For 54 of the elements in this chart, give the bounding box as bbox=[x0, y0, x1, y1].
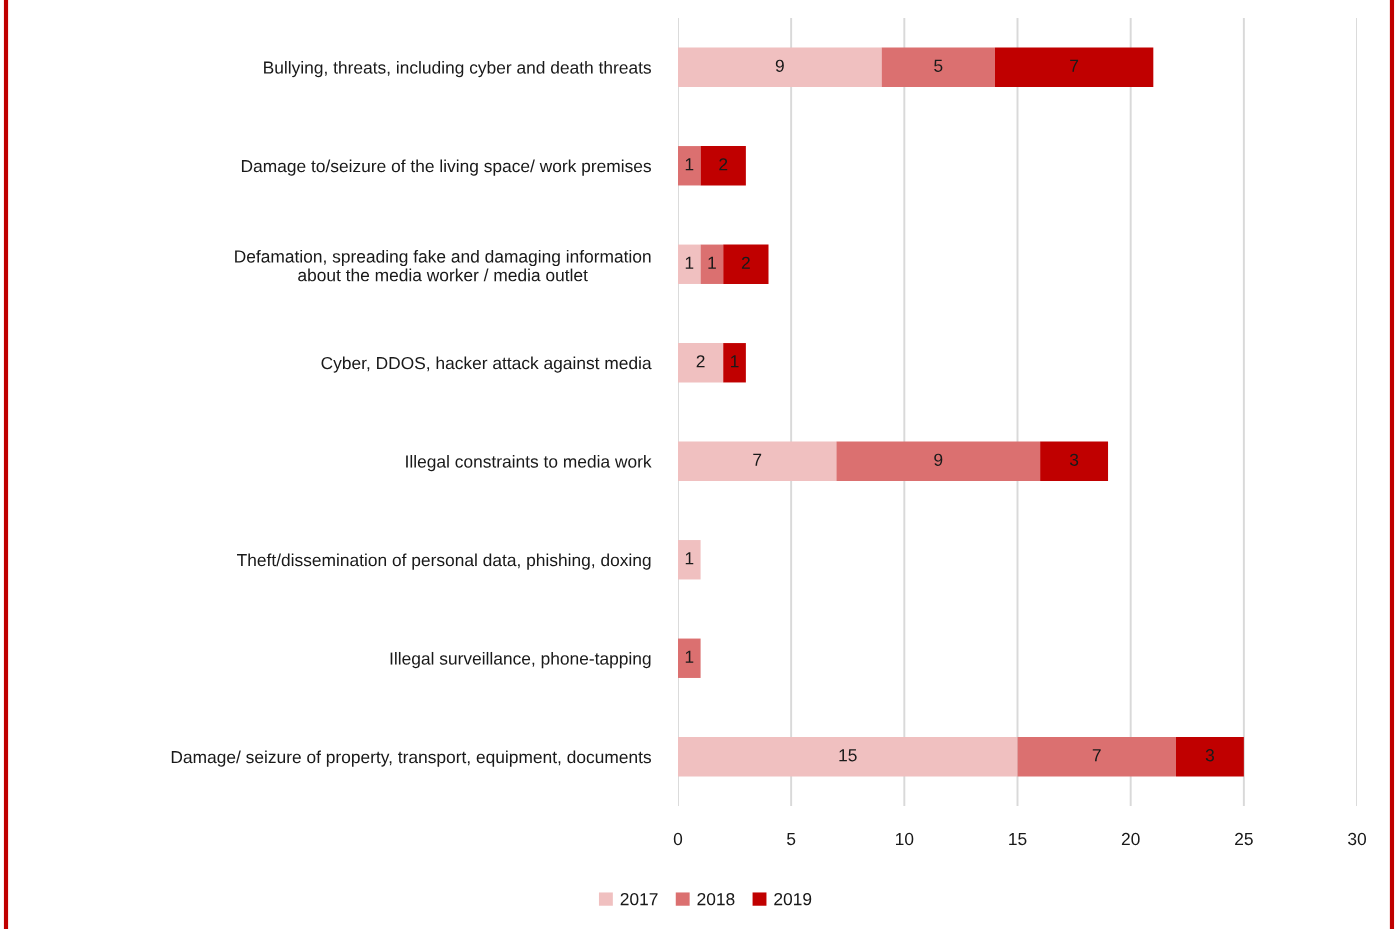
y-tick-label: Theft/dissemination of personal data, phishing, doxing bbox=[237, 553, 651, 570]
x-tick-label: 5 bbox=[787, 833, 796, 846]
bar bbox=[1040, 441, 1109, 481]
bar bbox=[700, 244, 724, 284]
legend-label: 2018 bbox=[697, 893, 735, 906]
legend-label: 2017 bbox=[620, 893, 658, 906]
y-tick-label: Bullying, threats, including cyber and death threats bbox=[264, 60, 651, 78]
y-tick-label: Damage to/seizure of the living space/ work premises bbox=[241, 159, 651, 176]
bar bbox=[1175, 737, 1244, 777]
y-tick-label: Illegal constraints to media work bbox=[406, 454, 652, 472]
data-label: 9 bbox=[934, 453, 943, 466]
data-label: 2 bbox=[696, 355, 705, 368]
data-label: 15 bbox=[839, 749, 857, 762]
x-tick-label: 25 bbox=[1235, 832, 1253, 846]
data-label: 3 bbox=[1069, 453, 1079, 466]
data-label: 1 bbox=[685, 158, 694, 171]
y-tick-label: Damage/ seizure of property, transport, equipment, documents bbox=[171, 750, 651, 767]
y-tick-label: Defamation, spreading fake and damaging information about the media worker / media outlet bbox=[235, 249, 651, 282]
data-label: 1 bbox=[685, 552, 694, 565]
bar bbox=[723, 244, 769, 284]
bar bbox=[677, 244, 701, 284]
y-tick-label: Cyber, DDOS, hacker attack against media bbox=[321, 356, 652, 373]
bar bbox=[1017, 737, 1176, 777]
x-tick-label: 20 bbox=[1121, 832, 1140, 846]
data-label: 7 bbox=[1092, 749, 1101, 762]
bar bbox=[700, 146, 746, 186]
x-tick-label: 30 bbox=[1348, 832, 1367, 846]
data-label: 1 bbox=[685, 256, 694, 269]
legend-label: 2019 bbox=[774, 893, 812, 906]
data-label: 1 bbox=[731, 355, 739, 368]
data-label: 2 bbox=[741, 256, 750, 269]
x-tick-label: 15 bbox=[1009, 833, 1027, 846]
data-label: 1 bbox=[708, 256, 716, 269]
bar bbox=[677, 638, 701, 678]
data-label: 2 bbox=[719, 158, 728, 171]
bar bbox=[677, 146, 701, 186]
bar bbox=[881, 47, 995, 87]
data-label: 7 bbox=[1070, 59, 1079, 72]
x-tick-label: 10 bbox=[895, 832, 914, 846]
bar bbox=[677, 343, 724, 383]
bar bbox=[677, 737, 1018, 777]
data-label: 5 bbox=[934, 59, 943, 72]
x-tick-label: 0 bbox=[673, 832, 683, 846]
y-tick-label: Illegal surveillance, phone-tapping bbox=[390, 651, 651, 669]
data-label: 7 bbox=[753, 453, 762, 466]
bar bbox=[677, 540, 701, 580]
bar bbox=[836, 441, 1041, 481]
bar bbox=[677, 47, 882, 87]
bar bbox=[994, 47, 1154, 87]
data-label: 9 bbox=[775, 59, 784, 72]
bar bbox=[677, 441, 837, 481]
bar bbox=[723, 343, 746, 383]
data-label: 1 bbox=[685, 650, 694, 663]
data-label: 3 bbox=[1205, 749, 1214, 762]
